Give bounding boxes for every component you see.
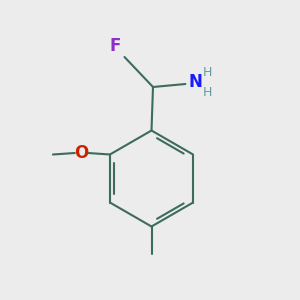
Text: N: N bbox=[188, 74, 202, 92]
Text: O: O bbox=[74, 144, 88, 162]
Text: H: H bbox=[202, 66, 212, 79]
Text: F: F bbox=[109, 37, 121, 55]
Text: H: H bbox=[202, 86, 212, 99]
